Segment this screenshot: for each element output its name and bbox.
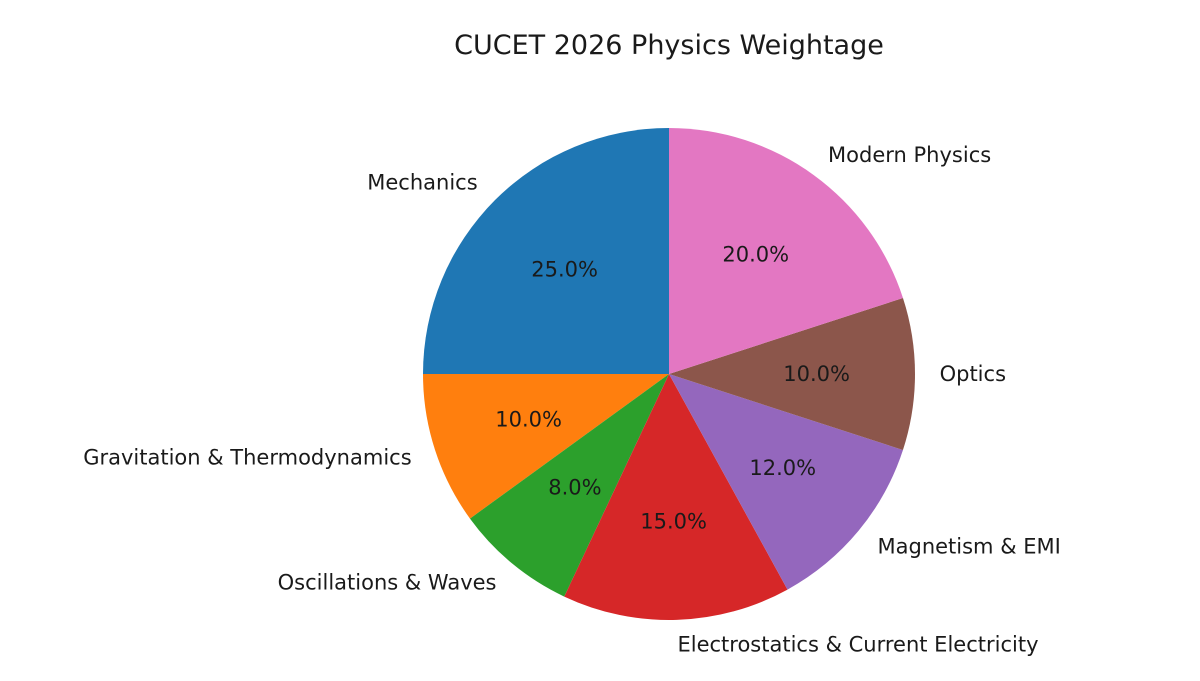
category-labels: Mechanics Gravitation & Thermodynamics Osc… bbox=[83, 143, 1061, 656]
percent-label-gravitation-and-thermodynamics: 10.0% bbox=[495, 408, 562, 432]
slice-optics bbox=[669, 297, 915, 451]
chart-title: CUCET 2026 Physics Weightage bbox=[454, 30, 884, 61]
slice-magnetism-and-emi bbox=[669, 374, 903, 590]
percent-label-modern-physics: 20.0% bbox=[722, 243, 789, 267]
category-label-modern-physics: Modern Physics bbox=[828, 143, 991, 167]
percent-label-electrostatics-and-current-electricity: 15.0% bbox=[640, 510, 707, 534]
percent-label-optics: 10.0% bbox=[783, 362, 850, 386]
category-label-magnetism-and-emi: Magnetism & EMI bbox=[878, 534, 1061, 558]
percent-label-mechanics: 25.0% bbox=[531, 258, 598, 282]
slice-modern-physics bbox=[669, 128, 903, 374]
slice-oscillations-and-waves bbox=[469, 374, 669, 597]
percent-labels: 25.0% 10.0% 8.0% 15.0% 12.0% 10.0% 20.0% bbox=[495, 243, 850, 534]
slice-mechanics bbox=[423, 128, 669, 374]
slice-gravitation-and-thermodynamics bbox=[423, 374, 669, 519]
slice-electrostatics-and-current-electricity bbox=[564, 374, 788, 621]
category-label-electrostatics-and-current-electricity: Electrostatics & Current Electricity bbox=[677, 632, 1038, 656]
category-label-gravitation-and-thermodynamics: Gravitation & Thermodynamics bbox=[83, 446, 411, 470]
category-label-optics: Optics bbox=[940, 362, 1006, 386]
category-label-mechanics: Mechanics bbox=[367, 171, 477, 195]
percent-label-oscillations-and-waves: 8.0% bbox=[548, 476, 601, 500]
percent-label-magnetism-and-emi: 12.0% bbox=[749, 456, 816, 480]
pie-slices bbox=[423, 128, 915, 621]
category-label-oscillations-and-waves: Oscillations & Waves bbox=[278, 571, 497, 595]
